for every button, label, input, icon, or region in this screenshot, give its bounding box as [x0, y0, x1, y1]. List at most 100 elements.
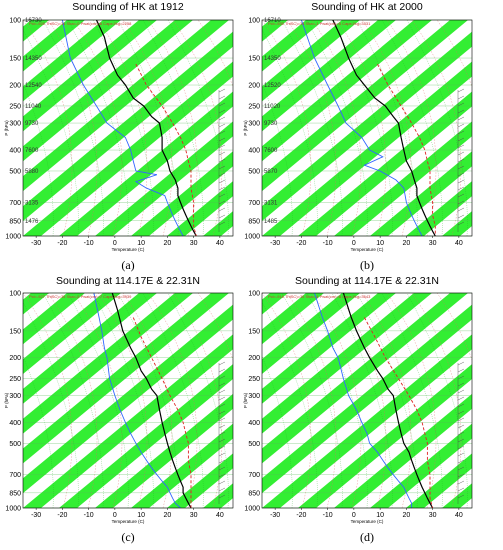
pressure-tick-label: 200 [9, 83, 21, 90]
panel-subtitle: Pcl=-935 ThtSC)=34 Sha=-1 Pwat(cm)=6 Cap… [268, 21, 371, 26]
wind-barb [457, 396, 465, 401]
dry-adiabat [311, 293, 362, 508]
isotherm-stripe [406, 453, 472, 508]
isotherm-stripe [262, 304, 472, 494]
wind-barb [218, 172, 226, 177]
wind-barb [457, 480, 465, 485]
wind-barb [457, 473, 465, 478]
temperature-axis: -30 -20 -10 0 10 20 30 40 [270, 236, 463, 247]
isotherm-stripe [23, 20, 193, 162]
wind-barb [218, 424, 226, 429]
height-label: 16730 [25, 18, 42, 24]
moist-adiabat [67, 293, 129, 508]
temperature-tick-label: 10 [137, 240, 145, 247]
wind-barb [218, 480, 226, 485]
moist-adiabat [331, 20, 393, 236]
wind-barb [218, 165, 226, 170]
panel-caption: (d) [360, 530, 374, 544]
moist-adiabat [406, 20, 468, 236]
pressure-tick-label: 850 [9, 490, 21, 497]
wind-barb [218, 88, 226, 93]
dry-adiabat [361, 293, 412, 508]
wind-barb [457, 165, 465, 170]
height-label: 12540 [25, 83, 42, 89]
isotherm-stripe [370, 151, 472, 236]
pressure-tick-label: 100 [9, 291, 21, 298]
pressure-tick-label: 400 [9, 148, 21, 155]
panel-caption: (c) [121, 530, 134, 544]
pressure-tick-label: 500 [9, 441, 21, 448]
wind-barb [457, 221, 465, 226]
wind-barbs [218, 88, 226, 232]
pressure-tick-label: 250 [248, 376, 260, 383]
wind-barb [218, 179, 226, 184]
panel-subtitle: Pcl=-918 ThtSC)=35 Sha=-4 Pwat(cm)=6 Cap… [268, 294, 371, 299]
isotherm-stripe [478, 293, 503, 508]
pressure-tick-label: 100 [248, 291, 260, 298]
temperature-tick-label: 0 [352, 512, 356, 519]
adiabat-guides [23, 293, 233, 508]
wind-barb [218, 151, 226, 156]
isotherm-stripe [23, 20, 157, 132]
isotherm-stripe [167, 181, 233, 236]
height-label: 5870 [264, 169, 278, 175]
isotherm-stripe [203, 211, 233, 236]
isotherm-stripes [262, 293, 503, 508]
isotherm-stripe [442, 483, 472, 508]
dry-adiabat [197, 293, 233, 361]
wind-barb [457, 389, 465, 394]
temperature-tick-label: -10 [84, 512, 94, 519]
panel-subtitle: Pcl=-927 ThtSC)=35 Sha=-5 Pwat(cm)=7 Cap… [29, 294, 132, 299]
wind-barb [218, 410, 226, 415]
isotherm-stripe [262, 20, 468, 192]
temperature-axis: -30 -20 -10 0 10 20 30 40 [31, 508, 224, 519]
moist-adiabat [23, 29, 79, 236]
wind-barb [457, 424, 465, 429]
wind-barb [457, 207, 465, 212]
wind-barb [457, 214, 465, 219]
plot-frame [261, 292, 473, 509]
moist-adiabat [23, 82, 54, 236]
moist-adiabat [356, 293, 418, 508]
temperature-tick-label: 10 [376, 512, 384, 519]
adiabat-guides [262, 20, 472, 236]
pressure-tick-label: 150 [248, 56, 260, 63]
moist-adiabat [262, 29, 318, 236]
isotherm-stripe [23, 20, 49, 42]
wind-barb [457, 431, 465, 436]
dewpoint-profile [314, 293, 413, 508]
temperature-tick-label: -30 [270, 512, 280, 519]
height-label: 5880 [25, 169, 39, 175]
pressure-tick-label: 850 [248, 490, 260, 497]
parcel-profile [135, 63, 197, 236]
wind-barb [457, 144, 465, 149]
wind-barb [218, 193, 226, 198]
isotherm-stripe [262, 20, 360, 102]
plot-frame [261, 19, 473, 237]
moist-adiabat [42, 20, 104, 236]
isotherm-stripe [23, 293, 49, 315]
moist-adiabat [92, 20, 154, 236]
isotherm-stripe [262, 293, 288, 315]
wind-barb [457, 158, 465, 163]
pressure-tick-label: 1000 [5, 506, 21, 513]
isotherm-stripe [23, 20, 85, 72]
plot-frame [22, 19, 234, 237]
pressure-tick-label: 300 [9, 393, 21, 400]
temperature-tick-label: 0 [113, 240, 117, 247]
pressure-tick-label: 300 [248, 121, 260, 128]
height-label: 14350 [25, 56, 42, 62]
wind-barb [457, 151, 465, 156]
isotherm-stripe [262, 20, 432, 162]
moist-adiabat [262, 302, 318, 508]
wind-barb [218, 116, 226, 121]
wind-barb [457, 487, 465, 492]
pressure-tick-label: 700 [248, 200, 260, 207]
moist-adiabat [67, 20, 129, 236]
height-label: 7600 [264, 148, 278, 154]
height-label: 7600 [25, 148, 39, 154]
wind-barbs [457, 361, 465, 504]
pressure-tick-label: 150 [248, 328, 260, 335]
